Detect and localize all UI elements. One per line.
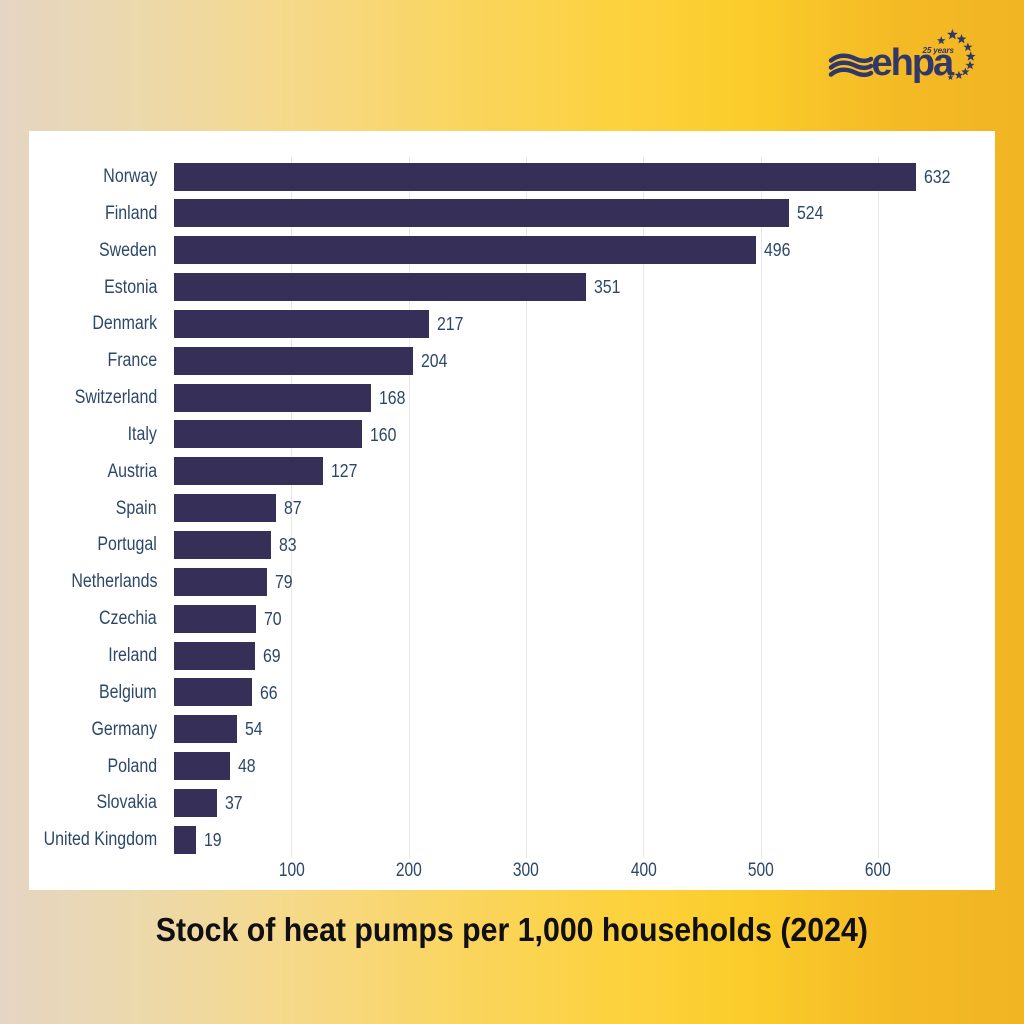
svg-text:25 years: 25 years [922,46,955,55]
svg-text:ehpa: ehpa [872,42,956,84]
